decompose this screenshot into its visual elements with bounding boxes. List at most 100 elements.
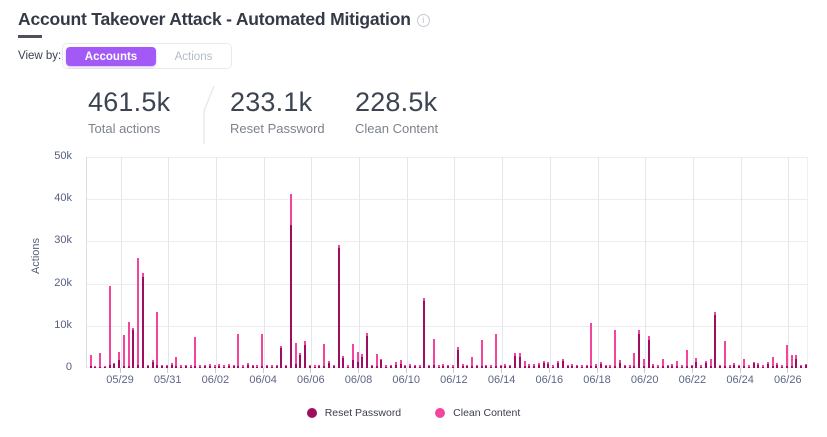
chart-bar-108[interactable] [604,364,607,368]
chart-bar-41[interactable] [285,364,288,368]
chart-bar-9[interactable] [132,327,135,368]
chart-bar-91[interactable] [523,360,526,368]
chart-bar-3[interactable] [103,365,106,368]
chart-bar-0[interactable] [89,354,92,368]
chart-bar-90[interactable] [518,353,521,368]
chart-bar-67[interactable] [409,364,412,368]
chart-bar-52[interactable] [337,244,340,368]
chart-bar-35[interactable] [256,365,259,368]
chart-bar-74[interactable] [442,363,445,368]
chart-bar-40[interactable] [280,346,283,368]
chart-bar-28[interactable] [223,365,226,368]
chart-bar-109[interactable] [609,365,612,368]
chart-bar-110[interactable] [614,330,617,368]
chart-bar-58[interactable] [366,333,369,368]
info-icon[interactable]: i [416,14,430,27]
chart-bar-92[interactable] [528,364,531,368]
chart-bar-61[interactable] [380,358,383,368]
chart-bar-72[interactable] [432,339,435,368]
chart-bar-80[interactable] [471,357,474,368]
legend-item-reset-password[interactable]: Reset Password [306,407,401,419]
chart-bar-131[interactable] [714,312,717,368]
chart-bar-30[interactable] [232,365,235,368]
chart-bar-112[interactable] [623,364,626,368]
chart-bar-77[interactable] [456,346,459,368]
chart-bar-11[interactable] [141,273,144,368]
chart-bar-142[interactable] [766,361,769,368]
chart-bar-42[interactable] [289,193,292,368]
chart-bar-21[interactable] [189,365,192,368]
chart-bar-135[interactable] [733,362,736,368]
chart-bar-123[interactable] [676,361,679,368]
chart-bar-85[interactable] [494,334,497,368]
chart-bar-99[interactable] [561,359,564,368]
chart-bar-12[interactable] [146,365,149,368]
chart-bar-150[interactable] [805,364,807,368]
chart-bar-83[interactable] [485,364,488,368]
chart-bar-82[interactable] [480,339,483,368]
chart-bar-137[interactable] [742,359,745,368]
chart-bar-7[interactable] [122,335,125,368]
chart-bar-10[interactable] [137,258,140,368]
chart-bar-149[interactable] [800,364,803,368]
chart-bar-140[interactable] [757,363,760,368]
chart-bar-20[interactable] [184,364,187,368]
chart-bar-120[interactable] [661,358,664,368]
chart-bar-119[interactable] [657,365,660,368]
chart-bar-38[interactable] [270,365,273,368]
accounts-toggle-button[interactable]: Accounts [66,47,156,66]
chart-bar-50[interactable] [328,361,330,368]
chart-bar-1[interactable] [94,366,97,368]
chart-bar-66[interactable] [404,365,407,368]
chart-bar-146[interactable] [785,344,788,368]
chart-bar-63[interactable] [390,364,392,368]
chart-bar-2[interactable] [99,353,102,368]
chart-bar-48[interactable] [318,365,321,368]
chart-bar-115[interactable] [638,330,641,368]
chart-bar-104[interactable] [585,364,588,368]
chart-bar-139[interactable] [752,361,755,368]
chart-bar-144[interactable] [776,363,779,368]
chart-bar-4[interactable] [108,285,111,368]
chart-bar-141[interactable] [762,365,765,368]
chart-bar-125[interactable] [685,349,688,368]
chart-bar-117[interactable] [647,336,650,368]
chart-bar-103[interactable] [580,365,583,368]
chart-bar-44[interactable] [299,353,302,368]
chart-bar-86[interactable] [499,364,502,368]
chart-bar-18[interactable] [175,357,178,368]
chart-bar-76[interactable] [452,365,455,368]
chart-bar-102[interactable] [576,364,579,368]
chart-bar-78[interactable] [461,364,464,368]
chart-bar-147[interactable] [790,354,793,368]
chart-bar-51[interactable] [332,365,335,368]
chart-bar-96[interactable] [547,361,550,368]
chart-bar-79[interactable] [466,364,469,368]
chart-bar-133[interactable] [723,341,726,368]
chart-bar-70[interactable] [423,297,426,368]
chart-bar-106[interactable] [595,364,598,368]
chart-bar-73[interactable] [437,365,440,368]
chart-bar-6[interactable] [118,351,121,368]
chart-bar-39[interactable] [275,365,278,368]
chart-bar-43[interactable] [294,342,297,368]
chart-bar-132[interactable] [719,365,722,368]
chart-bar-145[interactable] [781,365,784,368]
chart-bar-64[interactable] [394,361,397,368]
chart-bar-89[interactable] [514,353,517,368]
chart-bar-113[interactable] [628,365,631,368]
chart-bar-57[interactable] [361,353,364,368]
chart-bar-17[interactable] [170,362,173,368]
chart-bar-27[interactable] [218,364,221,368]
chart-bar-121[interactable] [666,364,669,368]
chart-bar-33[interactable] [246,363,249,368]
chart-bar-68[interactable] [413,364,416,368]
chart-bar-75[interactable] [447,365,450,368]
chart-bar-127[interactable] [695,357,698,368]
chart-bar-69[interactable] [418,365,421,368]
legend-item-clean-content[interactable]: Clean Content [435,407,520,419]
chart-bar-46[interactable] [308,365,311,368]
chart-bar-116[interactable] [642,358,645,368]
chart-bar-24[interactable] [203,365,206,368]
chart-bar-107[interactable] [599,361,602,368]
